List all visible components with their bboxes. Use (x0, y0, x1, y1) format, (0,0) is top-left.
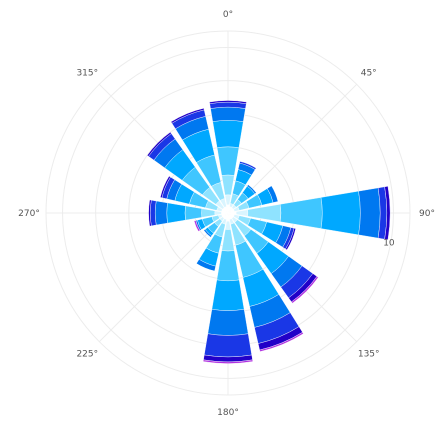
bar-segment (202, 359, 254, 364)
bar-segment (267, 185, 279, 203)
bar-segment (216, 146, 240, 176)
bar-segment (201, 208, 216, 218)
bar-segment (221, 174, 235, 196)
bar-segment (214, 210, 222, 216)
bar-segment (196, 259, 216, 272)
bar-segment (193, 220, 201, 232)
bar-segment (358, 187, 381, 239)
bar-segment (291, 276, 319, 304)
bar-segment (212, 120, 244, 148)
bar-segment (320, 190, 361, 236)
bar-segment (184, 205, 203, 221)
bar-segment (150, 199, 157, 227)
bar-segment (160, 175, 171, 198)
bar-segment (154, 200, 168, 226)
bar-segment (239, 161, 257, 170)
angular-tick-label: 90° (419, 209, 435, 219)
bar-segment (148, 199, 152, 227)
angular-tick-label: 180° (217, 408, 239, 418)
bar-segment (259, 331, 304, 352)
angular-tick-label: 225° (76, 350, 98, 360)
bar-segment (384, 186, 391, 240)
bar-segment (210, 106, 246, 122)
bar-segment (203, 229, 212, 238)
angular-tick-label: 0° (223, 10, 233, 20)
bar-segment (216, 250, 240, 282)
bar-segment (246, 184, 257, 195)
angular-tick-label: 135° (358, 350, 380, 360)
bar-segment (207, 309, 249, 336)
angular-tick-label: 270° (18, 209, 40, 219)
bar-segment (211, 279, 245, 311)
angular-tick-label: 315° (76, 68, 98, 78)
labels-layer: 0° 45° 90° 135° 180° 225° 270° 315° 10 (18, 10, 435, 418)
bar-segment (170, 107, 205, 124)
bar-segment (204, 333, 252, 358)
bars-layer (146, 100, 391, 364)
angular-tick-label: 45° (361, 68, 377, 78)
bar-segment (225, 220, 231, 230)
bar-segment (285, 228, 296, 251)
bar-segment (166, 202, 186, 224)
angular-grid-line (98, 212, 229, 343)
bar-segment (146, 131, 172, 157)
bar-segment (209, 100, 247, 104)
radial-tick-label: 10 (383, 239, 395, 249)
bar-segment (279, 197, 323, 229)
